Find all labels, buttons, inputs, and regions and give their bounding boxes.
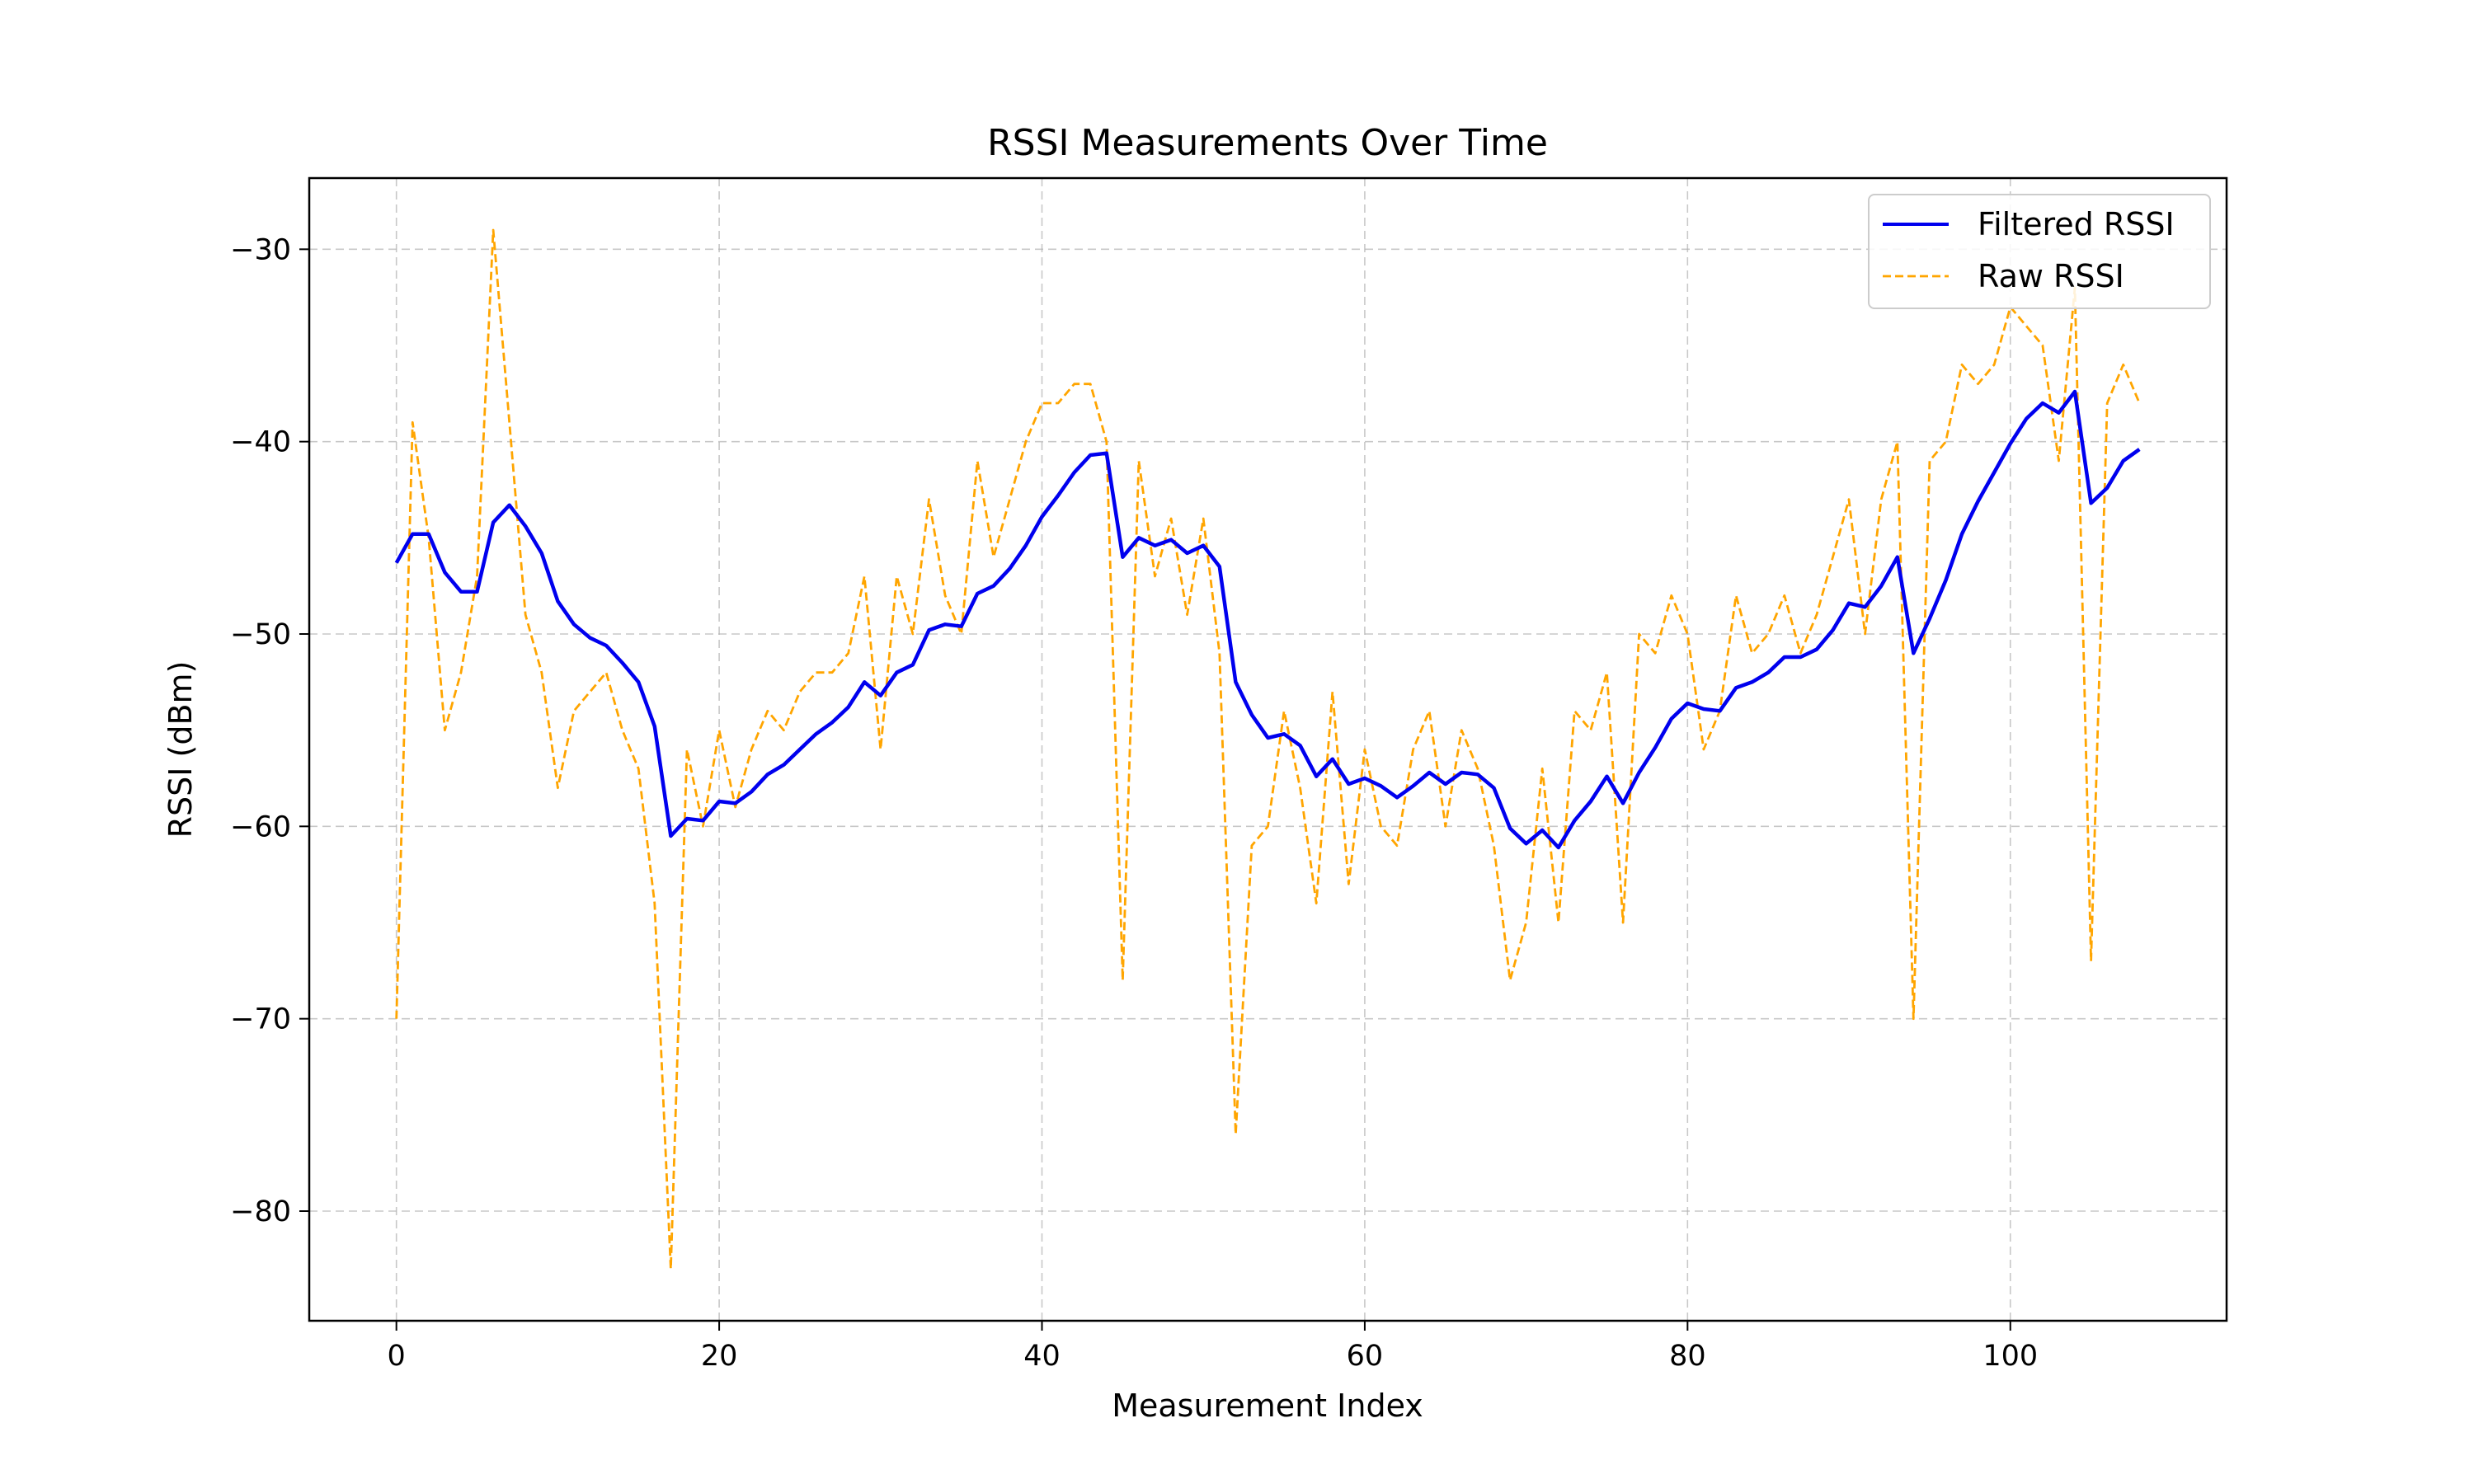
- y-axis-label: RSSI (dBm): [162, 661, 199, 838]
- x-axis-label: Measurement Index: [1112, 1388, 1423, 1424]
- x-tick-label: 0: [388, 1340, 406, 1373]
- x-tick-label: 40: [1023, 1340, 1061, 1373]
- x-tick-label: 20: [701, 1340, 738, 1373]
- plot-area: [309, 178, 2227, 1321]
- axis-ticks: 0 20 40 60 80 100 −80 −70 −60 −50 −40 −30: [230, 233, 2038, 1373]
- series-line-raw-rssi: [395, 228, 2141, 1270]
- y-tick-label: −70: [230, 1003, 291, 1036]
- series-line-filtered-rssi: [394, 389, 2141, 850]
- y-tick-label: −50: [230, 618, 291, 651]
- x-tick-label: 100: [1982, 1340, 2038, 1373]
- series-layer: [394, 228, 2141, 1270]
- y-tick-label: −80: [230, 1195, 291, 1228]
- y-tick-label: −30: [230, 233, 291, 266]
- legend-label-raw-rssi: Raw RSSI: [1978, 258, 2124, 294]
- legend-box: [1868, 194, 2211, 309]
- legend: Filtered RSSI Raw RSSI: [1868, 194, 2211, 309]
- legend-label-filtered-rssi: Filtered RSSI: [1978, 206, 2175, 242]
- plot-frame: [308, 176, 2228, 1322]
- x-tick-label: 80: [1669, 1340, 1706, 1373]
- x-tick-label: 60: [1347, 1340, 1384, 1373]
- y-tick-label: −40: [230, 426, 291, 459]
- y-tick-label: −60: [230, 810, 291, 843]
- chart-title: RSSI Measurements Over Time: [987, 122, 1548, 164]
